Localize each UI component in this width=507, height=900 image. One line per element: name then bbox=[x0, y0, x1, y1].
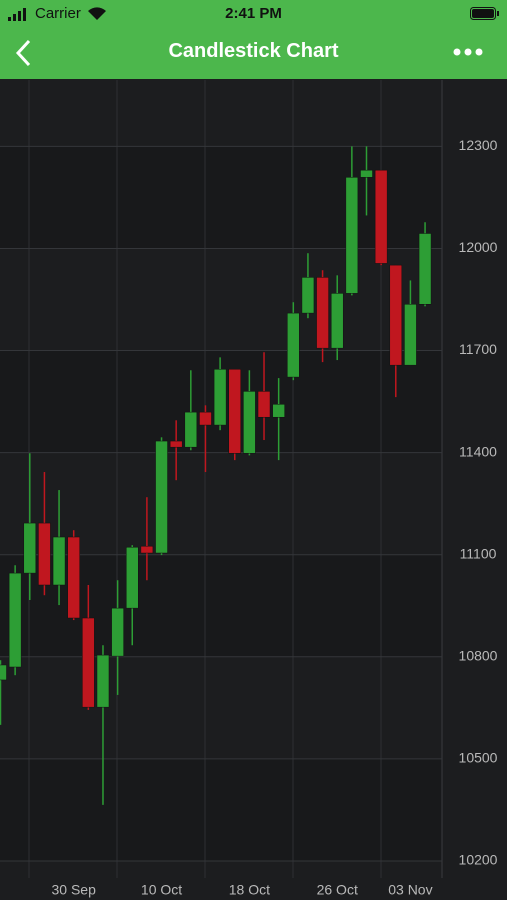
signal-icon bbox=[8, 8, 26, 21]
y-tick-label: 11700 bbox=[459, 341, 497, 357]
x-tick-label: 26 Oct bbox=[317, 882, 358, 898]
x-tick-label: 03 Nov bbox=[388, 882, 432, 898]
y-tick-label: 10800 bbox=[459, 648, 498, 664]
y-tick-label: 12000 bbox=[459, 239, 498, 255]
candle-body bbox=[228, 369, 241, 454]
x-tick-label: 30 Sep bbox=[52, 882, 97, 898]
clock: 2:41 PM bbox=[225, 5, 282, 22]
back-button[interactable] bbox=[14, 38, 34, 68]
nav-bar: Candlestick Chart bbox=[0, 28, 507, 79]
candle-body bbox=[243, 391, 256, 454]
candle-body bbox=[140, 545, 154, 554]
y-tick-label: 12300 bbox=[459, 137, 498, 153]
candle-body bbox=[23, 522, 37, 574]
candle-body bbox=[257, 391, 271, 418]
battery-icon bbox=[470, 7, 499, 20]
candle-body bbox=[345, 177, 359, 294]
candle-body bbox=[389, 264, 403, 366]
candle-body bbox=[301, 277, 315, 314]
more-button[interactable] bbox=[452, 47, 486, 57]
x-tick-label: 18 Oct bbox=[229, 882, 270, 898]
candle-body bbox=[360, 169, 373, 178]
y-tick-label: 10500 bbox=[459, 750, 498, 766]
candle-body bbox=[111, 607, 124, 657]
candle-body bbox=[126, 546, 139, 609]
status-bar: Carrier 2:41 PM bbox=[0, 0, 507, 28]
carrier: Carrier bbox=[35, 5, 81, 22]
y-tick-label: 11100 bbox=[460, 545, 497, 561]
candle-body bbox=[184, 411, 198, 448]
y-tick-label: 11400 bbox=[459, 443, 497, 459]
candle-body bbox=[374, 169, 388, 264]
candle-body bbox=[155, 440, 168, 554]
candle-body bbox=[96, 654, 110, 708]
candle-body bbox=[8, 572, 22, 668]
candle-body bbox=[272, 404, 285, 418]
candle-body bbox=[0, 664, 7, 681]
x-tick-label: 10 Oct bbox=[141, 882, 182, 898]
candle-body bbox=[404, 304, 417, 366]
chart: 10200 10500 10800 11100 11400 11700 12000 12300… bbox=[0, 79, 507, 900]
candle-body bbox=[199, 411, 212, 426]
candle-body bbox=[418, 233, 432, 305]
candle-body bbox=[52, 536, 66, 586]
candle-body bbox=[38, 522, 51, 586]
candle-body bbox=[287, 312, 300, 378]
candle-body bbox=[213, 369, 227, 426]
band bbox=[0, 146, 442, 249]
nav-title: Candlestick Chart bbox=[168, 40, 339, 62]
y-tick-label: 10200 bbox=[459, 852, 498, 868]
wifi-icon bbox=[88, 7, 106, 21]
band bbox=[0, 554, 442, 657]
candle-body bbox=[316, 277, 329, 349]
candle-body bbox=[330, 293, 344, 349]
candle-body bbox=[67, 536, 80, 619]
candle-body bbox=[169, 440, 183, 448]
candle-body bbox=[82, 617, 95, 708]
band bbox=[0, 758, 442, 861]
